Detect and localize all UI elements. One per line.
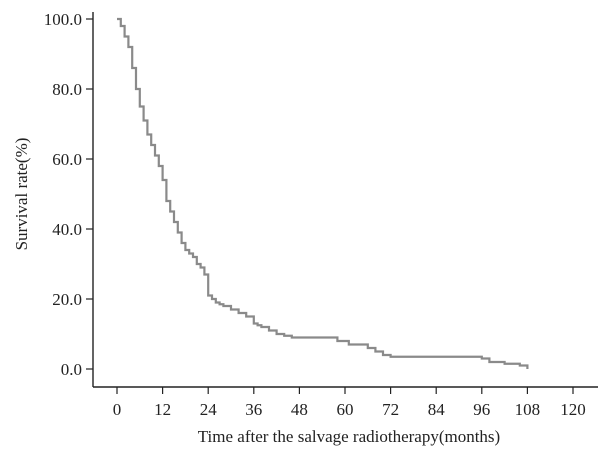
y-tick-label: 60.0 <box>52 150 82 169</box>
x-tick-label: 12 <box>154 400 171 419</box>
x-tick-label: 108 <box>515 400 541 419</box>
x-tick-label: 0 <box>113 400 122 419</box>
axes <box>92 12 598 388</box>
y-axis-title: Survival rate(%) <box>12 138 31 251</box>
x-axis-title: Time after the salvage radiotherapy(mont… <box>198 427 500 446</box>
x-tick-label: 120 <box>560 400 586 419</box>
survival-curve <box>117 17 529 369</box>
y-tick-label: 100.0 <box>44 10 82 29</box>
x-tick-label: 48 <box>291 400 308 419</box>
x-tick-label: 24 <box>200 400 218 419</box>
x-tick-label: 96 <box>473 400 490 419</box>
y-tick-label: 20.0 <box>52 290 82 309</box>
x-ticks: 0 12 24 36 48 60 72 84 96 108 120 <box>113 387 586 419</box>
x-tick-label: 72 <box>382 400 399 419</box>
y-tick-label: 80.0 <box>52 80 82 99</box>
y-tick-label: 40.0 <box>52 220 82 239</box>
x-tick-label: 36 <box>245 400 262 419</box>
x-tick-label: 84 <box>428 400 446 419</box>
y-ticks: 0.0 20.0 40.0 60.0 80.0 100.0 <box>44 10 93 379</box>
x-tick-label: 60 <box>337 400 354 419</box>
y-tick-label: 0.0 <box>61 360 82 379</box>
